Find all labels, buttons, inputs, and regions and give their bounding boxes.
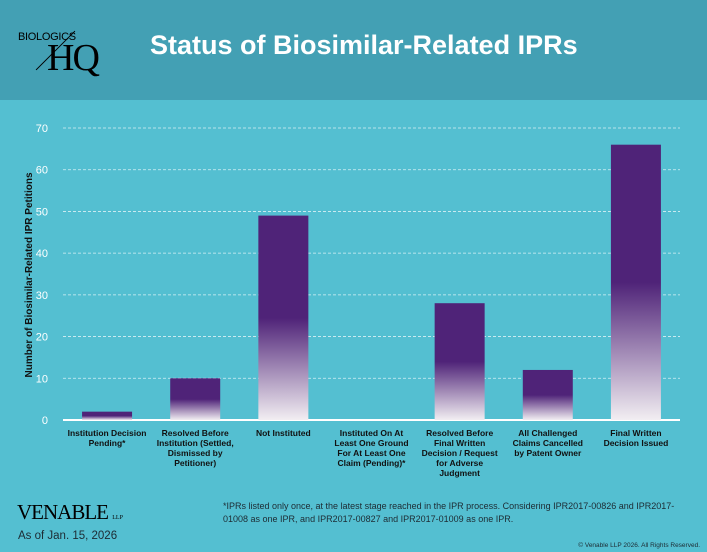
x-tick-label: Decision Issued xyxy=(604,438,669,448)
venable-suffix: LLP xyxy=(112,515,123,521)
bar-chart: 0 10 20 30 40 50 60 70 Institution DecisionPend… xyxy=(24,123,680,478)
chart-title: Status of Biosimilar-Related IPRs xyxy=(150,30,578,60)
y-tick-label: 40 xyxy=(36,248,48,260)
x-tick-label: Judgment xyxy=(439,468,480,478)
x-tick-label: Claims Cancelled xyxy=(513,438,583,448)
copyright: © Venable LLP 2026. All Rights Reserved. xyxy=(578,542,700,549)
bar xyxy=(434,303,485,420)
x-tick-label: Pending* xyxy=(89,438,127,448)
x-tick-label: Decision / Request xyxy=(422,448,498,458)
x-tick-label: Not Instituted xyxy=(256,428,311,438)
bar xyxy=(610,144,661,420)
venable-logo: VENABLE LLP xyxy=(17,500,123,525)
footnote: *IPRs listed only once, at the latest st… xyxy=(223,501,675,524)
x-tick-label: Resolved Before xyxy=(162,428,229,438)
bar xyxy=(522,369,573,420)
bar xyxy=(82,411,133,420)
x-tick-label: Instituted On At xyxy=(340,428,404,438)
y-tick-label: 30 xyxy=(36,290,48,302)
y-tick-label: 10 xyxy=(36,373,48,385)
as-of-date: As of Jan. 15, 2026 xyxy=(18,530,118,542)
x-tick-label: Institution Decision xyxy=(68,428,147,438)
venable-brand: VENABLE xyxy=(17,500,109,524)
x-tick-label: Dismissed by xyxy=(168,448,223,458)
x-tick-label: Final Written xyxy=(610,428,661,438)
x-tick-label: Resolved Before xyxy=(426,428,493,438)
x-tick-label: Claim (Pending)* xyxy=(337,458,406,468)
x-tick-label: for Adverse xyxy=(436,458,483,468)
bar xyxy=(258,215,309,420)
logo-hq: HQ xyxy=(47,37,100,79)
y-tick-label: 0 xyxy=(42,415,48,427)
header-banner: BIOLOGICS HQ Status of Biosimilar-Relate… xyxy=(0,0,707,100)
y-tick-label: 60 xyxy=(36,165,48,177)
logo-biologics: BIOLOGICS xyxy=(18,31,76,43)
y-tick-label: 70 xyxy=(36,123,48,135)
y-tick-label: 20 xyxy=(36,332,48,344)
y-tick-label: 50 xyxy=(36,206,48,218)
y-axis-label: Number of Biosimilar-Related IPR Petitio… xyxy=(24,172,35,377)
x-tick-label: Institution (Settled, xyxy=(157,438,234,448)
x-tick-label: by Patent Owner xyxy=(514,448,582,458)
x-tick-label: For At Least One xyxy=(337,448,405,458)
x-tick-label: Least One Ground xyxy=(334,438,408,448)
bar xyxy=(170,378,221,420)
x-tick-label: Final Written xyxy=(434,438,485,448)
x-tick-label: Petitioner) xyxy=(174,458,216,468)
x-tick-label: All Challenged xyxy=(518,428,577,438)
